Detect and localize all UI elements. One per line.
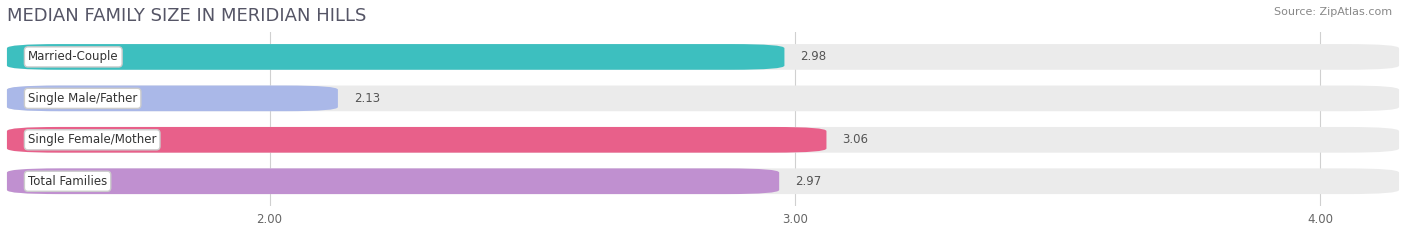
Text: Total Families: Total Families xyxy=(28,175,107,188)
Text: Source: ZipAtlas.com: Source: ZipAtlas.com xyxy=(1274,7,1392,17)
Text: Single Female/Mother: Single Female/Mother xyxy=(28,133,156,146)
FancyBboxPatch shape xyxy=(7,44,785,70)
FancyBboxPatch shape xyxy=(7,168,1399,194)
FancyBboxPatch shape xyxy=(7,127,1399,153)
FancyBboxPatch shape xyxy=(7,127,827,153)
Text: 3.06: 3.06 xyxy=(842,133,869,146)
Text: Married-Couple: Married-Couple xyxy=(28,50,118,63)
Text: MEDIAN FAMILY SIZE IN MERIDIAN HILLS: MEDIAN FAMILY SIZE IN MERIDIAN HILLS xyxy=(7,7,367,25)
Text: 2.97: 2.97 xyxy=(794,175,821,188)
FancyBboxPatch shape xyxy=(7,86,337,111)
Text: 2.13: 2.13 xyxy=(354,92,380,105)
FancyBboxPatch shape xyxy=(7,168,779,194)
FancyBboxPatch shape xyxy=(7,86,1399,111)
Text: Single Male/Father: Single Male/Father xyxy=(28,92,138,105)
Text: 2.98: 2.98 xyxy=(800,50,827,63)
FancyBboxPatch shape xyxy=(7,44,1399,70)
